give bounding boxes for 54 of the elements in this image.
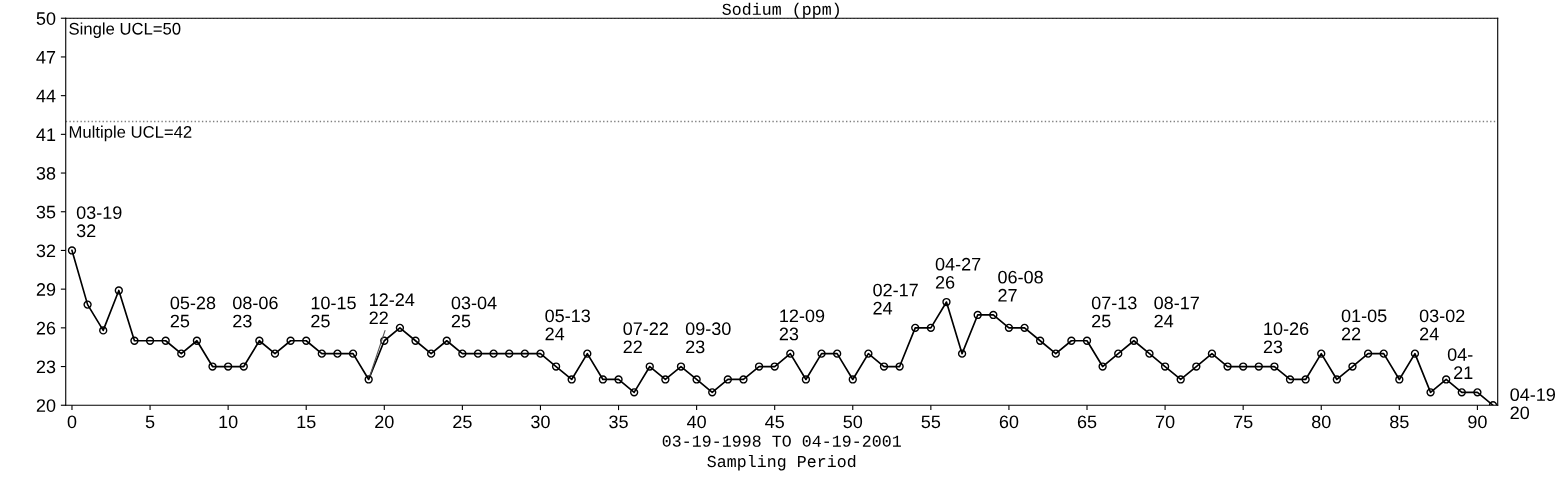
annotation: 04- 21 [1447, 348, 1473, 379]
y-tick-label: 23 [36, 360, 56, 374]
annotation: 08-17 24 [1154, 296, 1199, 328]
x-tick-label: 55 [921, 415, 941, 429]
chart-title: Sodium (ppm) [722, 2, 839, 19]
y-tick-label: 32 [36, 244, 56, 258]
annotation: 07-22 22 [623, 322, 668, 354]
x-tick-label: 75 [1234, 415, 1253, 429]
annotation: 08-06 23 [233, 296, 278, 328]
x-tick-label: 50 [843, 415, 863, 429]
x-tick-label: 60 [999, 415, 1019, 429]
x-tick-label: 15 [297, 415, 316, 429]
x-tick-label: 40 [686, 415, 706, 429]
annotation: 07-13 25 [1091, 296, 1137, 328]
x-axis-title: 03-19-1998 TO 04-19-2001 Sampling Period [662, 435, 901, 471]
annotation: 12-09 23 [779, 309, 825, 341]
annotation: 06-08 27 [998, 270, 1043, 302]
annotation: 10-26 23 [1263, 322, 1309, 354]
x-tick-label: 10 [219, 415, 238, 429]
x-tick-label: 25 [453, 415, 472, 429]
x-tick-label: 45 [765, 415, 784, 429]
y-tick-label: 29 [36, 283, 56, 296]
y-tick-label: 26 [36, 321, 56, 335]
y-tick-label: 35 [36, 205, 56, 219]
ref-line-label: Multiple UCL=42 [69, 125, 192, 142]
y-tick-label: 20 [36, 399, 56, 412]
x-tick-label: 70 [1155, 415, 1175, 429]
y-tick-label: 47 [36, 51, 56, 64]
annotation: 09-30 23 [685, 322, 731, 354]
x-tick-label: 35 [609, 415, 628, 429]
annotation: 04-19 20 [1510, 388, 1556, 420]
annotation: 12-24 22 [369, 293, 415, 325]
x-tick-label: 20 [375, 415, 394, 429]
annotation: 10-15 25 [311, 296, 356, 328]
x-tick-label: 65 [1077, 415, 1097, 429]
annotation: 03-04 25 [451, 296, 497, 328]
x-tick-label: 90 [1468, 415, 1487, 429]
annotation: 04-27 26 [935, 257, 981, 289]
y-tick-label: 44 [36, 89, 56, 103]
ref-line-label: Single UCL=50 [69, 22, 181, 38]
y-tick-label: 41 [36, 128, 56, 141]
x-tick-label: 80 [1311, 415, 1331, 429]
x-tick-label: 5 [145, 415, 155, 429]
annotation: 01-05 22 [1341, 309, 1387, 341]
annotation: 03-19 32 [76, 206, 122, 238]
y-tick-label: 50 [36, 12, 56, 25]
annotation: 05-13 24 [545, 309, 590, 341]
x-tick-label: 30 [531, 415, 550, 429]
annotation: 03-02 24 [1419, 309, 1465, 341]
y-tick-label: 38 [36, 166, 56, 180]
annotation: 02-17 24 [873, 283, 918, 315]
x-tick-label: 85 [1390, 415, 1409, 429]
x-tick-label: 0 [67, 415, 77, 429]
annotation: 05-28 25 [170, 296, 216, 328]
